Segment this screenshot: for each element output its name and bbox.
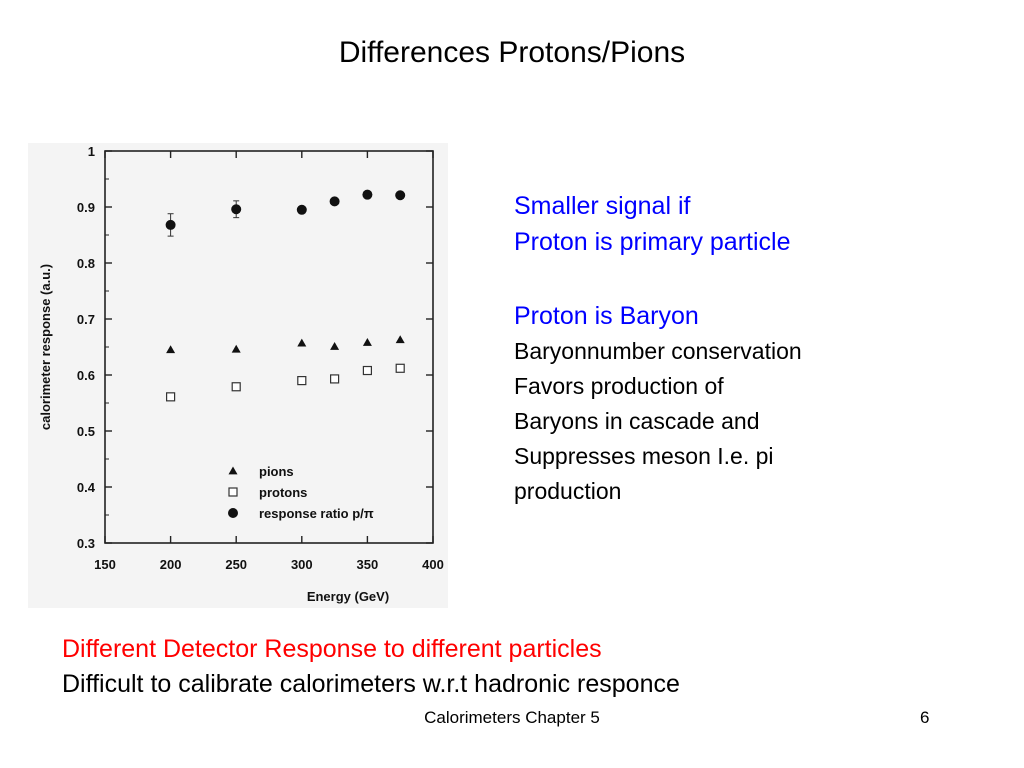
note-line-3: Proton is Baryon [514,302,699,330]
proton-point [362,365,372,376]
y-tick-label: 0.7 [77,312,95,327]
pion-point [231,344,241,353]
pion-point [362,338,372,346]
ratio-point [165,219,176,230]
x-tick-label: 250 [225,557,247,572]
note-gap [514,260,894,298]
proton-point [330,374,340,384]
y-tick-label: 0.9 [77,200,95,215]
note-line-8: production [514,478,622,504]
pion-point [166,345,176,354]
y-axis-label: calorimeter response (a.u.) [38,264,53,430]
y-tick-label: 0.8 [77,256,95,271]
legend-label: protons [259,485,307,500]
footer-page-number: 6 [920,708,930,727]
scatter-chart: 0.3 0.4 0.5 0.6 0.7 0.8 0.9 1 150 200 250 300 350 400… [38,144,444,604]
note-line-7: Suppresses meson I.e. pi [514,443,774,469]
y-tick-label: 0.3 [77,536,95,551]
slide-title: Differences Protons/Pions [338,36,686,69]
ratio-point [395,190,406,201]
note-line-4: Baryonnumber conservation [514,338,802,364]
note-line-5: Favors production of [514,373,724,399]
pion-point [297,338,307,347]
legend-marker-pions [228,466,238,475]
bottom-black-line: Difficult to calibrate calorimeters w.r.… [62,670,680,698]
note-line-2: Proton is primary particle [514,228,791,256]
notes-block: Smaller signal if Proton is primary part… [514,188,894,509]
y-tick-label: 0.5 [77,424,95,439]
x-axis-label: Energy (GeV) [307,589,389,604]
legend-label: pions [259,464,294,479]
note-line-6: Baryons in cascade and [514,408,760,434]
ratio-point [231,204,242,215]
chart-panel: 0.3 0.4 0.5 0.6 0.7 0.8 0.9 1 150 200 250 300 350 400… [28,143,448,608]
footer-chapter: Calorimeters Chapter 5 [424,708,600,727]
y-tick-label: 1 [88,144,95,159]
legend-marker-ratio [228,508,238,518]
proton-point [297,376,307,386]
x-tick-label: 200 [160,557,182,572]
bottom-text: Different Detector Response to different… [62,632,962,702]
x-tick-label: 150 [94,557,116,572]
x-tick-label: 300 [291,557,313,572]
y-tick-label: 0.6 [77,368,95,383]
x-tick-label: 350 [357,557,379,572]
proton-point [395,363,405,373]
legend-label: response ratio p/π [259,506,374,521]
bottom-red-line: Different Detector Response to different… [62,635,602,663]
ratio-point [362,189,373,200]
note-line-1: Smaller signal if [514,192,691,220]
legend-marker-protons [228,487,238,497]
pion-point [395,335,405,344]
y-tick-label: 0.4 [77,480,96,495]
ratio-point [296,204,307,215]
proton-point [166,392,176,402]
proton-point [231,382,241,392]
ratio-point [329,196,340,207]
x-tick-label: 400 [422,557,444,572]
pion-point [330,341,340,350]
